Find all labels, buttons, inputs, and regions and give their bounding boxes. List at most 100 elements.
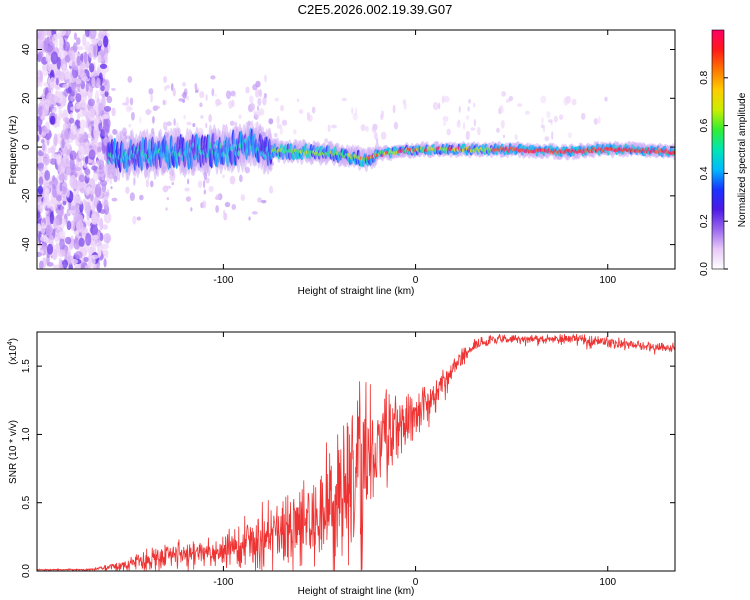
spectrogram-cell — [88, 30, 97, 40]
spectrogram-cell — [58, 249, 66, 258]
colorbar-label: Normalized spectral amplitude — [737, 92, 748, 227]
spectrogram-cell — [70, 220, 76, 231]
spectrogram-cell — [59, 237, 65, 252]
spectrogram-cell — [597, 116, 601, 125]
spectrogram-cell — [274, 97, 279, 102]
spectrogram-cell — [541, 117, 544, 124]
spectrogram-cell — [194, 89, 199, 93]
spectrogram-cell — [110, 185, 113, 190]
spectrogram-cell — [524, 110, 530, 115]
spectrogram-cell — [53, 96, 60, 103]
spectrogram-cell — [93, 45, 97, 57]
spectrogram-cell — [432, 101, 439, 111]
spectrogram-cell — [296, 98, 300, 102]
spectrogram-cell — [441, 95, 445, 104]
spectrogram-cell — [264, 74, 267, 83]
spectrogram-cell — [38, 260, 44, 269]
spectrogram-cell — [221, 124, 227, 132]
spectrogram-cell — [37, 241, 42, 249]
spectrogram-cell — [82, 33, 87, 47]
spectrogram-cell — [152, 116, 155, 124]
spectrogram-cell — [59, 36, 64, 50]
spectrogram-cell — [255, 80, 261, 88]
spectrogram-cell — [89, 190, 95, 196]
spectrogram-cell — [143, 169, 148, 178]
spectrogram-cell — [80, 53, 84, 62]
spectrogram-cell — [331, 124, 337, 129]
spectrogram-cell — [150, 180, 154, 188]
spectrogram-cell — [103, 35, 109, 48]
spectrogram-cell — [92, 234, 99, 240]
spectrogram-cell — [150, 93, 153, 103]
spectrogram-cell — [125, 96, 130, 106]
spectrogram-cell — [60, 95, 67, 108]
spectrogram-cell — [443, 121, 446, 127]
spectrogram-cell — [61, 218, 67, 227]
spectrogram-cell — [197, 127, 203, 132]
spectrogram-cell — [458, 105, 461, 113]
colorbar-tick-label: 0.8 — [699, 70, 710, 84]
spectrogram-cell — [133, 176, 136, 186]
spectrogram-cell — [76, 220, 84, 233]
snr-y-axis: 0.0 0.5 1.0 1.5 — [21, 359, 675, 578]
spectrogram-cell — [165, 144, 169, 151]
spectrogram-cell — [91, 165, 99, 171]
spectrogram-cell — [280, 104, 284, 112]
snr-x-label: Height of straight line (km) — [298, 586, 415, 597]
spectrogram-cell — [55, 242, 61, 253]
spectrogram-cell — [208, 185, 214, 193]
spectrogram-cell — [544, 136, 550, 142]
y-tick-label: 0.5 — [21, 495, 32, 509]
spectrogram-cell — [276, 124, 283, 129]
spectrogram-cell — [95, 105, 99, 117]
snr-frame — [36, 331, 676, 572]
spectrogram-cell — [502, 134, 506, 139]
spectrogram-cell — [83, 200, 88, 207]
spectrogram-cell — [112, 128, 118, 135]
spectrogram-cell — [37, 134, 40, 142]
spectrogram-cell — [169, 170, 176, 179]
spectrogram-cell — [360, 124, 366, 132]
spectrogram-cell — [182, 91, 187, 99]
spectrogram-cell — [121, 127, 128, 137]
snr-series-line — [37, 333, 675, 571]
spectrogram-cell — [371, 125, 377, 134]
spectrogram-cell — [43, 40, 48, 52]
spectrogram-cell — [37, 211, 41, 220]
spectrogram-image — [37, 30, 675, 269]
spectrogram-cell — [61, 138, 65, 149]
spectrogram-cell — [196, 154, 200, 161]
spectrogram-cell — [235, 126, 240, 133]
spectrogram-cell — [37, 162, 44, 172]
spectrogram-cell — [470, 127, 476, 131]
spectrogram-cell — [49, 197, 58, 211]
spectrogram-cell — [202, 200, 207, 209]
spectrogram-cell — [553, 115, 558, 123]
spectrogram-cell — [50, 51, 59, 65]
spectrogram-cell — [102, 224, 109, 230]
spectrogram-cell — [128, 167, 133, 172]
spectrogram-cell — [78, 199, 83, 205]
spectrogram-cell — [508, 95, 514, 102]
spectrogram-cell — [190, 167, 196, 176]
spectrogram-cell — [187, 178, 190, 185]
spectrogram-cell — [70, 202, 77, 216]
spectrogram-cell — [183, 114, 186, 120]
colorbar-tick-label: 0.0 — [699, 262, 710, 276]
snr-multiplier-base: (x10 — [8, 345, 19, 365]
spectrogram-cell — [84, 30, 90, 38]
spectrogram-cell — [45, 53, 50, 62]
spectrogram-cell — [298, 109, 304, 115]
spectrogram-cell — [109, 179, 113, 185]
spectrogram-cell — [91, 160, 96, 167]
colorbar-scale — [712, 30, 724, 269]
spectrogram-cell — [88, 149, 96, 160]
spectrogram-cell — [476, 126, 481, 136]
spectrogram-cell — [103, 233, 112, 244]
spectrogram-cell — [268, 118, 274, 125]
spectrogram-cell — [62, 200, 67, 206]
spectrogram-cell — [84, 168, 91, 176]
spectrogram-cell — [148, 88, 154, 95]
spectrogram-cell — [97, 150, 103, 160]
spectrogram-cell — [551, 130, 554, 140]
